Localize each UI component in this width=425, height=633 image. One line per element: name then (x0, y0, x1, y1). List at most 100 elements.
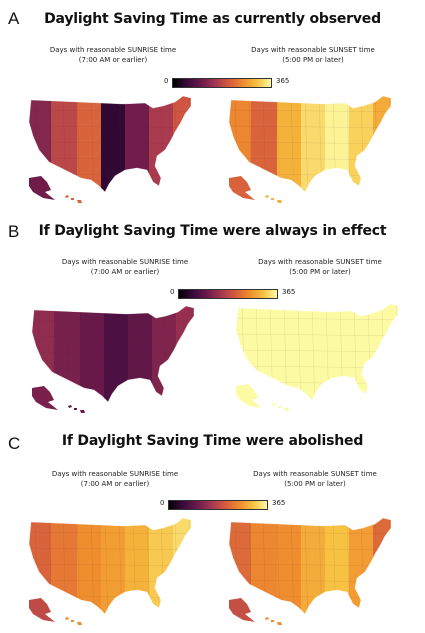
panel-letter: C (8, 434, 21, 453)
panel-title: If Daylight Saving Time were abolished (61, 433, 364, 449)
timezone-band (258, 304, 285, 400)
timezone-band (101, 96, 126, 192)
hawaii (272, 403, 289, 411)
timezone-band (51, 518, 78, 614)
colorbar-max-label: 365 (276, 77, 290, 85)
timezone-band (80, 306, 105, 402)
timezone-band (373, 518, 391, 614)
state-border (229, 611, 391, 614)
state-border (229, 189, 391, 192)
state-border (388, 96, 391, 192)
hawaii (65, 195, 82, 203)
state-border (104, 518, 109, 614)
timezone-band (251, 96, 278, 192)
state-border (107, 306, 112, 402)
sunset-caption: Days with reasonable SUNSET time (5:00 P… (253, 470, 377, 488)
timezone-band (332, 304, 357, 400)
timezone-band (101, 518, 126, 614)
state-border (32, 399, 194, 402)
us-outline (28, 517, 192, 615)
state-border (229, 109, 391, 113)
us-outline (31, 305, 195, 403)
panel-letter: A (8, 9, 20, 28)
timezone-band (54, 306, 81, 402)
sunrise-map (28, 92, 206, 204)
sunset-caption: Days with reasonable SUNSET time (5:00 P… (258, 258, 382, 276)
timezone-band (104, 306, 129, 402)
state-border (395, 304, 398, 400)
state-border (388, 518, 391, 614)
colorbar-min-label: 0 (164, 77, 169, 85)
panel-b: B If Daylight Saving Time were always in… (0, 212, 425, 422)
alaska (29, 176, 55, 200)
state-border (236, 317, 398, 321)
state-border (203, 92, 206, 204)
panel-c: C If Daylight Saving Time were abolished… (0, 425, 425, 633)
timezone-band (77, 96, 102, 192)
colorbar-gradient (172, 78, 272, 88)
timezone-band (325, 518, 350, 614)
sunrise-map (31, 302, 209, 414)
state-border (29, 189, 191, 192)
timezone-band (277, 518, 302, 614)
panel-title: If Daylight Saving Time were always in e… (38, 223, 387, 239)
alaska (236, 384, 262, 408)
state-border (311, 304, 316, 400)
sunset-map (228, 92, 406, 204)
us-outline (235, 303, 399, 401)
hawaii (265, 617, 282, 625)
state-border (403, 514, 406, 626)
state-border (206, 302, 209, 414)
state-border (188, 96, 191, 192)
timezone-band (173, 96, 191, 192)
timezone-band (301, 96, 326, 192)
sunset-map (228, 514, 406, 626)
state-border (29, 109, 191, 113)
colorbar-min-label: 0 (160, 499, 165, 507)
sunrise-caption: Days with reasonable SUNRISE time (7:00 … (61, 258, 189, 276)
timezone-band (125, 96, 150, 192)
timezone-band (128, 306, 153, 402)
hawaii (65, 617, 82, 625)
alaska (229, 598, 255, 622)
state-border (229, 531, 391, 535)
alaska (29, 598, 55, 622)
timezone-band (308, 304, 333, 400)
alaska (32, 386, 58, 410)
timezone-band (77, 518, 102, 614)
state-border (203, 514, 206, 626)
timezone-band (373, 96, 391, 192)
sunrise-caption: Days with reasonable SUNRISE time (7:00 … (51, 470, 179, 488)
us-outline (228, 95, 392, 193)
colorbar-max-label: 365 (272, 499, 286, 507)
state-border (104, 96, 109, 192)
colorbar-min-label: 0 (170, 288, 175, 296)
us-outline (228, 517, 392, 615)
timezone-band (51, 96, 78, 192)
sunset-caption: Days with reasonable SUNSET time (5:00 P… (251, 46, 375, 64)
state-border (304, 96, 309, 192)
state-border (29, 531, 191, 535)
state-border (191, 306, 194, 402)
timezone-band (301, 518, 326, 614)
timezone-band (277, 96, 302, 192)
timezone-band (251, 518, 278, 614)
state-border (410, 300, 413, 412)
state-border (32, 319, 194, 323)
panel-title: Daylight Saving Time as currently observ… (44, 11, 381, 27)
timezone-band (380, 304, 398, 400)
state-border (403, 92, 406, 204)
timezone-band (173, 518, 191, 614)
colorbar-gradient (168, 500, 268, 510)
timezone-band (125, 518, 150, 614)
sunrise-map (28, 514, 206, 626)
colorbar-max-label: 365 (282, 288, 296, 296)
panel-letter: B (8, 222, 20, 241)
timezone-band (325, 96, 350, 192)
panel-a: A Daylight Saving Time as currently obse… (0, 0, 425, 205)
colorbar-gradient (178, 289, 278, 299)
state-border (304, 518, 309, 614)
sunset-map (235, 300, 413, 412)
hawaii (68, 405, 85, 413)
timezone-band (176, 306, 194, 402)
